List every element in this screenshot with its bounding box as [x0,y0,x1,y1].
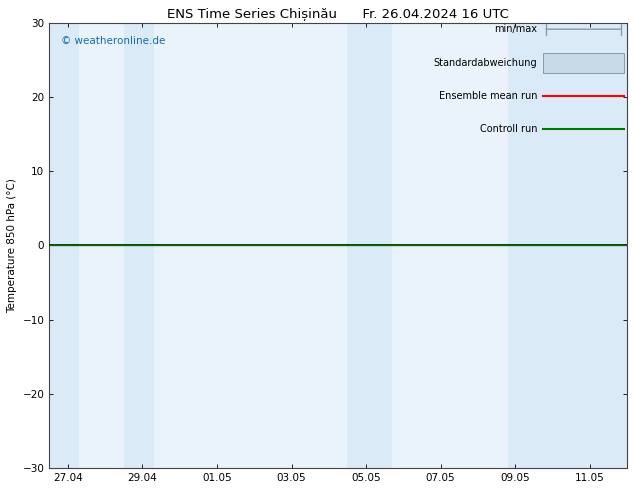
Bar [508,23,627,468]
Text: © weatheronline.de: © weatheronline.de [61,36,165,46]
Bar [347,23,392,468]
Bar [124,23,153,468]
Y-axis label: Temperature 850 hPa (°C): Temperature 850 hPa (°C) [7,178,17,313]
Bar [543,52,624,73]
Title: ENS Time Series Chișinău      Fr. 26.04.2024 16 UTC: ENS Time Series Chișinău Fr. 26.04.2024 … [167,7,509,20]
Text: Controll run: Controll run [480,124,538,134]
Text: Standardabweichung: Standardabweichung [434,58,538,68]
Text: min/max: min/max [495,24,538,34]
Text: Ensemble mean run: Ensemble mean run [439,91,538,101]
Bar [49,23,79,468]
